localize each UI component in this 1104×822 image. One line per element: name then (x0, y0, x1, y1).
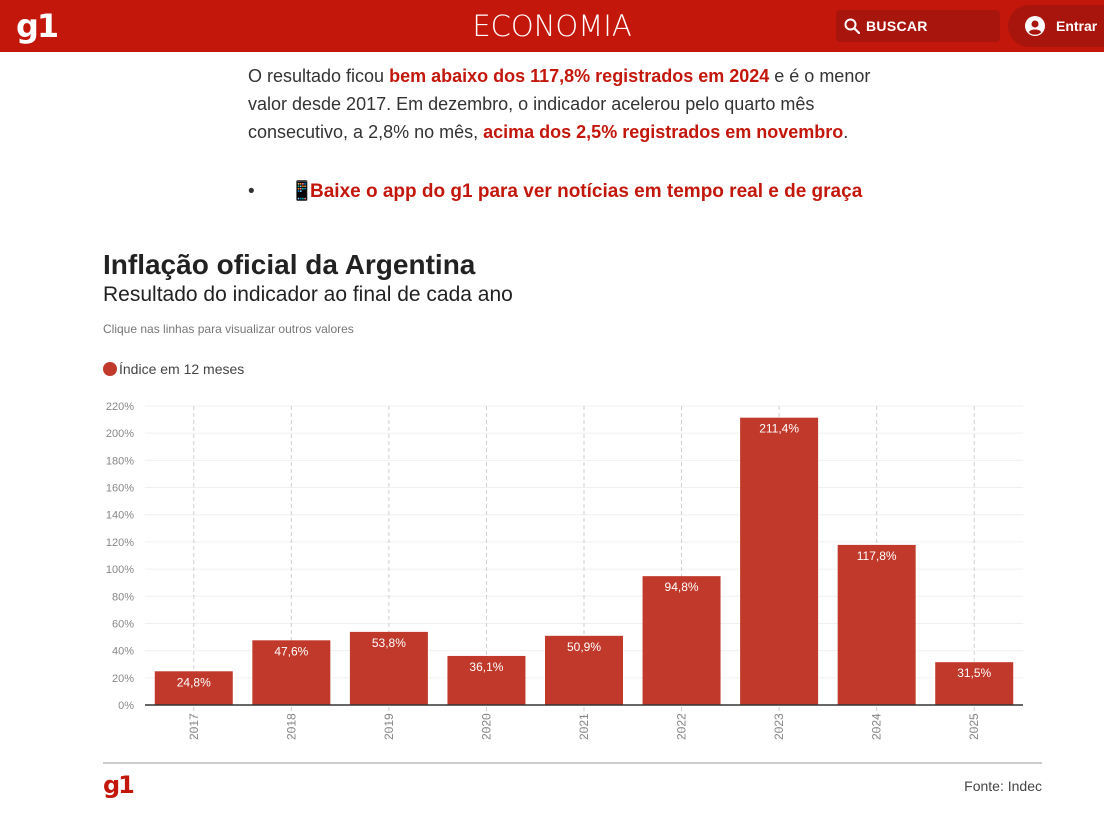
x-tick-label: 2017 (187, 713, 201, 740)
app-promo-item: • 📱 Baixe o app do g1 para ver notícias … (248, 178, 948, 206)
bar[interactable] (837, 544, 916, 705)
y-tick-label: 160% (106, 483, 134, 495)
x-tick-label: 2025 (967, 713, 981, 740)
app-download-link[interactable]: Baixe o app do g1 para ver notícias em t… (310, 181, 863, 202)
chart-title: Inflação oficial da Argentina (103, 249, 476, 280)
bar-value-label: 53,8% (372, 636, 406, 650)
bar-chart[interactable]: 0% 20% 40% 60% 80% 100% 120% 140% 160% 180% 200% 22… (0, 390, 1104, 750)
y-tick-label: 80% (112, 591, 134, 603)
x-tick-label: 2023 (772, 713, 786, 740)
section-title[interactable]: ECONOMIA (472, 9, 632, 43)
bar[interactable] (642, 576, 721, 705)
y-tick-label: 120% (106, 537, 134, 549)
highlight-link-2024[interactable]: bem abaixo dos 117,8% registrados em 202… (389, 66, 770, 86)
y-tick-label: 0% (118, 700, 134, 712)
y-tick-label: 180% (106, 455, 134, 467)
highlight-link-november[interactable]: acima dos 2,5% registrados em novembro (483, 122, 844, 142)
bar-value-label: 94,8% (665, 580, 699, 594)
paragraph-text: e é o menor valor desde 2017. Em dezembr… (248, 66, 871, 142)
paragraph-text: O resultado ficou (248, 66, 390, 86)
bar-value-label: 117,8% (857, 549, 897, 563)
chart-subtitle: Resultado do indicador ao final de cada … (103, 283, 513, 306)
bar-value-label: 24,8% (177, 675, 211, 689)
y-tick-label: 140% (106, 510, 134, 522)
bar[interactable] (252, 640, 331, 705)
y-tick-label: 220% (106, 401, 134, 413)
bar-value-label: 211,4% (759, 422, 799, 436)
x-tick-label: 2018 (284, 713, 298, 740)
bar[interactable] (935, 662, 1014, 705)
bar[interactable] (740, 417, 819, 705)
search-label: BUSCAR (866, 18, 928, 34)
bar[interactable] (349, 631, 428, 705)
x-tick-label: 2019 (382, 713, 396, 740)
top-navigation-bar: g1 ECONOMIA BUSCAR Entrar (0, 0, 1104, 52)
legend-swatch (103, 362, 117, 376)
search-button[interactable]: BUSCAR (836, 10, 1000, 42)
user-icon (1025, 16, 1045, 36)
x-tick-label: 2020 (479, 713, 493, 740)
bar-value-label: 50,9% (567, 640, 601, 654)
x-tick-label: 2022 (675, 713, 689, 740)
search-icon (844, 18, 860, 34)
bar-value-label: 36,1% (469, 660, 503, 674)
bar-value-label: 47,6% (274, 644, 308, 658)
login-button[interactable]: Entrar (1008, 5, 1104, 47)
login-label: Entrar (1056, 18, 1098, 34)
bar[interactable] (447, 655, 526, 705)
chart-source: Fonte: Indec (964, 778, 1042, 794)
g1-logo[interactable]: g1 (16, 7, 59, 45)
article-paragraph: O resultado ficou bem abaixo dos 117,8% … (248, 62, 888, 146)
bar[interactable] (545, 635, 623, 705)
y-tick-label: 40% (112, 646, 134, 658)
y-tick-label: 100% (106, 564, 134, 576)
footer-divider (103, 762, 1042, 764)
legend-label: Índice em 12 meses (119, 361, 245, 377)
chart-hint: Clique nas linhas para visualizar outros… (103, 322, 354, 336)
y-tick-label: 20% (112, 673, 134, 685)
bar-value-label: 31,5% (957, 666, 991, 680)
y-tick-label: 60% (112, 618, 134, 630)
x-tick-label: 2024 (870, 713, 884, 740)
paragraph-text: . (843, 122, 849, 142)
bar[interactable] (154, 671, 233, 705)
bullet-dot: • (248, 181, 255, 202)
x-tick-label: 2021 (577, 713, 591, 740)
footer-g1-logo: g1 (103, 771, 135, 799)
chart-legend[interactable]: Índice em 12 meses (103, 360, 244, 378)
phone-icon: 📱 (290, 181, 314, 202)
y-tick-label: 200% (106, 428, 134, 440)
